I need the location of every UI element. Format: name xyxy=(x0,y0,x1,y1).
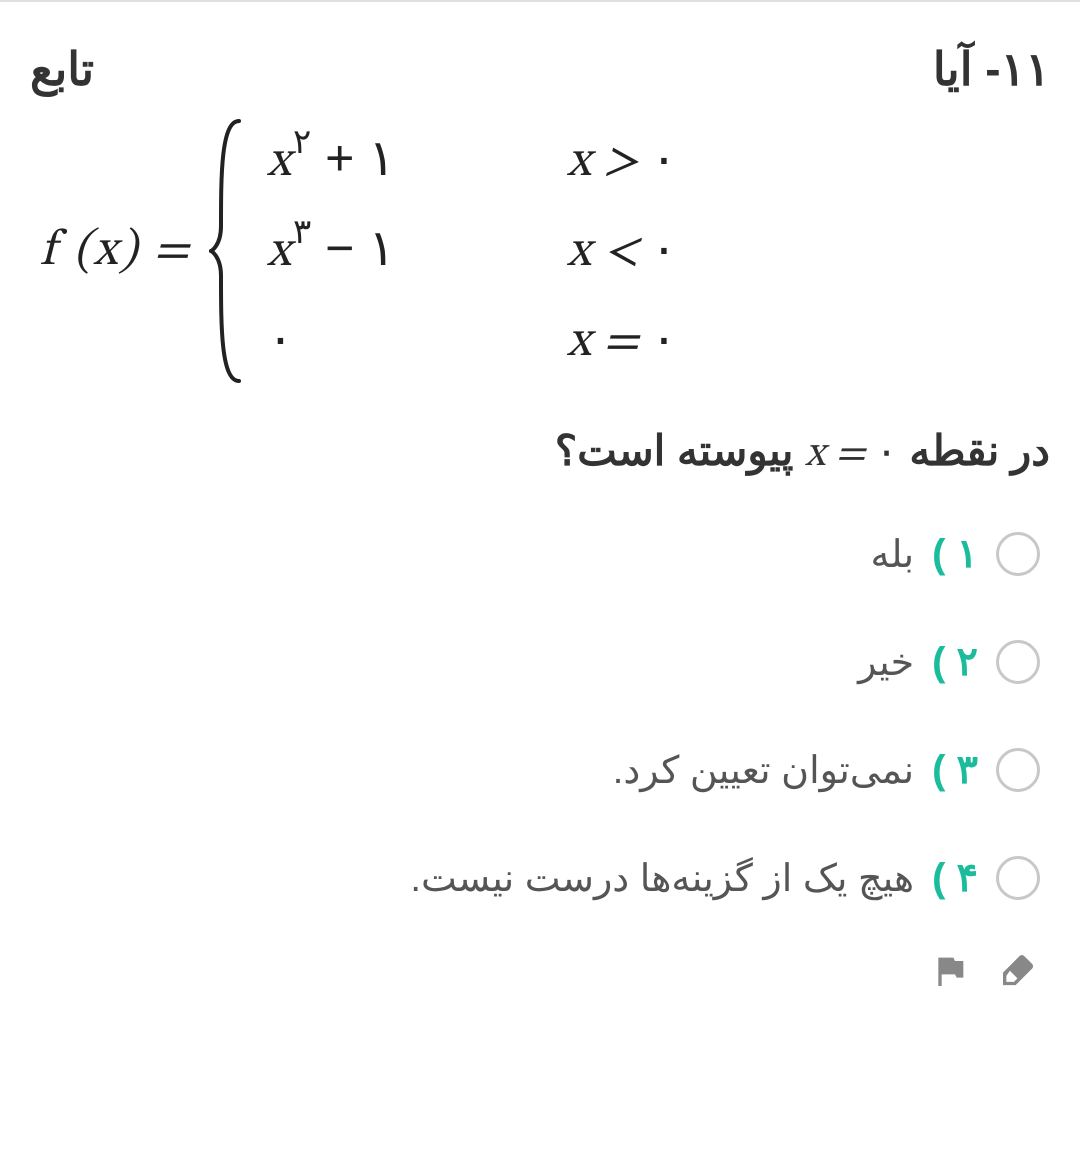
option-text: خیر xyxy=(858,640,914,685)
question-card: ۱۱- آیا تابع f (x) = x۲ + ۱ x > ۰ x۳ − ۱ xyxy=(0,0,1080,1026)
option-4[interactable]: ۴ ) هیچ یک از گزینه‌ها درست نیست. xyxy=(30,855,1040,901)
radio-icon[interactable] xyxy=(996,748,1040,792)
option-number: ۴ ) xyxy=(932,855,978,901)
case-3-expr: ۰ xyxy=(267,309,527,374)
option-text: نمی‌توان تعیین کرد. xyxy=(613,748,914,793)
option-text: هیچ یک از گزینه‌ها درست نیست. xyxy=(410,856,914,901)
formula-row: f (x) = x۲ + ۱ x > ۰ x۳ − ۱ x < ۰ xyxy=(40,116,1050,386)
line2-suffix: پیوسته است؟ xyxy=(555,427,794,474)
option-1[interactable]: ۱ ) بله xyxy=(30,531,1040,577)
line2-prefix: در نقطه xyxy=(898,427,1050,474)
question-header: ۱۱- آیا تابع xyxy=(30,2,1050,96)
options-list: ۱ ) بله ۲ ) خیر ۳ ) نمی‌توان تعیین کرد. … xyxy=(30,511,1050,901)
line2-inline-math: x = ۰ xyxy=(805,433,898,475)
option-2[interactable]: ۲ ) خیر xyxy=(30,639,1040,685)
case-3-cond: x = ۰ xyxy=(567,309,927,374)
cases-grid: x۲ + ۱ x > ۰ x۳ − ۱ x < ۰ ۰ x = ۰ xyxy=(267,116,927,386)
eraser-icon[interactable] xyxy=(998,951,1038,996)
option-text: بله xyxy=(871,532,915,577)
case-1-cond: x > ۰ xyxy=(567,129,927,194)
radio-icon[interactable] xyxy=(996,856,1040,900)
option-3[interactable]: ۳ ) نمی‌توان تعیین کرد. xyxy=(30,747,1040,793)
case-1-expr: x۲ + ۱ xyxy=(267,129,527,194)
left-brace xyxy=(209,116,249,386)
piecewise-function: f (x) = x۲ + ۱ x > ۰ x۳ − ۱ x < ۰ xyxy=(30,96,1050,416)
radio-icon[interactable] xyxy=(996,532,1040,576)
question-suffix-word: تابع xyxy=(30,42,94,96)
case-2-expr: x۳ − ۱ xyxy=(267,219,527,284)
case-2-cond: x < ۰ xyxy=(567,219,927,284)
footer-toolbar xyxy=(30,901,1050,996)
radio-icon[interactable] xyxy=(996,640,1040,684)
option-number: ۲ ) xyxy=(932,639,978,685)
question-line-2: در نقطه x = ۰ پیوسته است؟ xyxy=(30,416,1050,511)
question-number-prefix: ۱۱- آیا xyxy=(933,42,1050,96)
flag-icon[interactable] xyxy=(930,951,970,996)
option-number: ۳ ) xyxy=(932,747,978,793)
formula-lhs: f (x) = xyxy=(40,220,191,283)
option-number: ۱ ) xyxy=(932,531,978,577)
